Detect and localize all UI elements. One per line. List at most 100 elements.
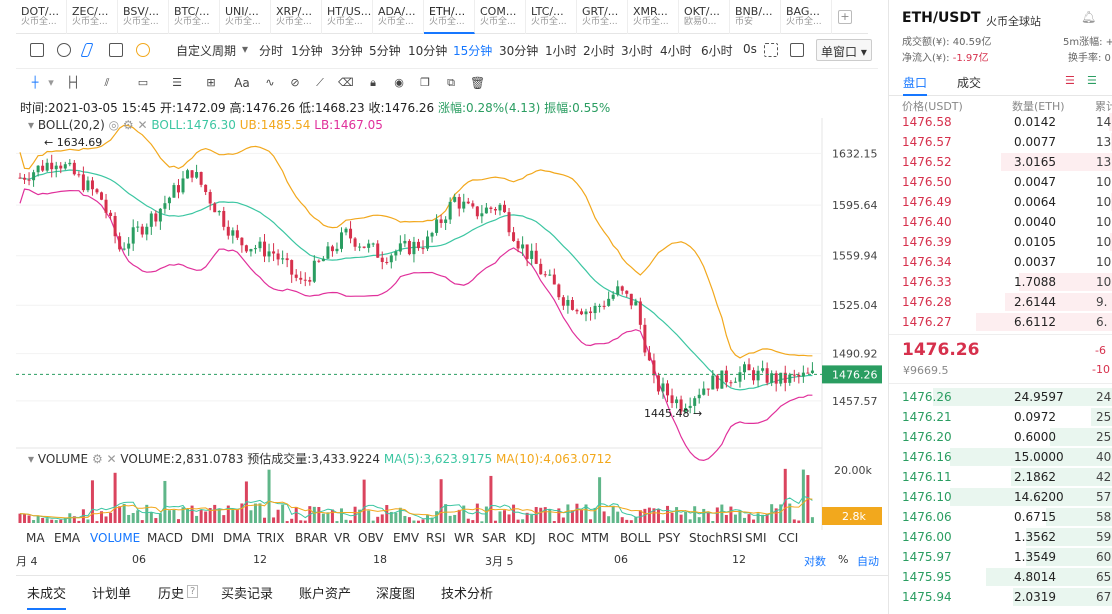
settings-icon[interactable]: ⚙ xyxy=(122,118,134,132)
period-option[interactable]: 1小时 xyxy=(545,44,577,58)
ask-row[interactable]: 1476.27 6.6112 6. xyxy=(889,312,1112,332)
indicator-tab[interactable]: ROC xyxy=(548,531,575,545)
eraser-icon[interactable]: ⌫ xyxy=(338,76,354,89)
crosshair-icon[interactable]: ┼ xyxy=(31,76,39,89)
custom-period-dropdown[interactable]: 自定义周期 xyxy=(176,44,237,58)
bottom-tab[interactable]: 历史 xyxy=(158,587,185,602)
indicator-tab[interactable]: MTM xyxy=(581,531,610,545)
bell-icon[interactable]: 🔔︎ xyxy=(1081,10,1097,24)
indicator-tab[interactable]: PSY xyxy=(658,531,681,545)
help-icon[interactable]: ? xyxy=(187,585,199,598)
ticker-tab[interactable]: BAG... 火币全... xyxy=(781,0,832,34)
ask-row[interactable]: 1476.28 2.6144 9. xyxy=(889,292,1112,312)
indicator-tab[interactable]: KDJ xyxy=(515,531,536,545)
period-option[interactable]: 4小时 xyxy=(660,44,692,58)
indicator-tab[interactable]: MACD xyxy=(147,531,183,545)
ticker-tab[interactable]: BNB/... 币安 xyxy=(730,0,781,34)
period-option[interactable]: 3小时 xyxy=(621,44,653,58)
ticker-tab[interactable]: DOT/... 火币全... xyxy=(16,0,67,34)
pencil-icon[interactable] xyxy=(80,43,94,57)
indicator-tab[interactable]: WR xyxy=(454,531,475,545)
brush-icon[interactable]: ∿ xyxy=(265,76,275,89)
trash-icon[interactable]: 🗑︎ xyxy=(470,76,486,90)
ticker-tab[interactable]: ETH/... 火币全... xyxy=(424,0,475,34)
period-option[interactable]: 5分钟 xyxy=(369,44,401,58)
period-option[interactable]: 30分钟 xyxy=(499,44,539,58)
indicator-tab[interactable]: VOLUME xyxy=(90,531,141,545)
bottom-tab[interactable]: 技术分析 xyxy=(441,587,494,602)
ruler-icon[interactable]: ⟋ xyxy=(316,76,324,89)
period-option[interactable]: 0s xyxy=(743,42,757,56)
close-icon[interactable]: ✕ xyxy=(137,118,148,132)
bottom-tab[interactable]: 计划单 xyxy=(92,587,132,602)
single-window-dropdown[interactable]: 单窗口 ▾ xyxy=(816,39,872,61)
fullscreen-icon[interactable] xyxy=(764,43,778,57)
kline-chart[interactable]: 1632.15 1595.64 1559.94 1525.04 1490.92 1457.… xyxy=(16,118,888,530)
horizontal-line-icon[interactable]: ├┤ xyxy=(66,76,80,89)
bottom-tab[interactable]: 深度图 xyxy=(376,587,416,602)
ticker-tab[interactable]: BSV/... 火币全... xyxy=(118,0,169,34)
add-ticker-button[interactable]: + xyxy=(838,10,852,24)
ticker-tab[interactable]: HT/US... 火币全... xyxy=(322,0,373,34)
ticker-tab[interactable]: COM... 火币全... xyxy=(475,0,526,34)
expand-icon[interactable] xyxy=(790,43,804,57)
scale-control[interactable]: % xyxy=(838,553,849,566)
scale-control[interactable]: 自动 xyxy=(857,555,879,568)
indicator-tab[interactable]: SMI xyxy=(745,531,767,545)
indicator-tab[interactable]: StochRSI xyxy=(689,531,743,545)
rectangle-icon[interactable]: ▭ xyxy=(137,76,149,89)
ticker-tab[interactable]: ADA/... 火币全... xyxy=(373,0,424,34)
text-tool-icon[interactable]: Aa xyxy=(234,76,250,90)
chart-type-icon[interactable] xyxy=(30,43,44,57)
ticker-tab[interactable]: XMR... 火币全... xyxy=(628,0,679,34)
settings-icon[interactable] xyxy=(57,43,71,57)
ticker-tab[interactable]: ZEC/... 火币全... xyxy=(67,0,118,34)
indicator-tab[interactable]: MA xyxy=(26,531,45,545)
layers-icon[interactable]: ⧉ xyxy=(447,76,455,89)
indicator-tab[interactable]: RSI xyxy=(426,531,446,545)
period-option[interactable]: 15分钟 xyxy=(453,44,493,58)
lock-icon[interactable]: 🔒︎ xyxy=(370,76,376,89)
magnet-icon[interactable]: ⊘ xyxy=(290,76,300,89)
ticker-tab[interactable]: GRT/... 火币全... xyxy=(577,0,628,34)
eye-icon[interactable]: ◎ xyxy=(108,118,120,132)
ticker-tab[interactable]: OKT/... 欧易0... xyxy=(679,0,730,34)
ticker-tab[interactable]: XRP/... 火币全... xyxy=(271,0,322,34)
bottom-tab[interactable]: 买卖记录 xyxy=(221,587,274,602)
trendline-icon[interactable]: ⫽ xyxy=(104,76,110,89)
eye-icon[interactable]: ◉ xyxy=(394,76,404,89)
indicator-tab[interactable]: BRAR xyxy=(295,531,328,545)
bottom-tab[interactable]: 未成交 xyxy=(27,583,67,610)
period-option[interactable]: 2小时 xyxy=(583,44,615,58)
indicator-tab[interactable]: VR xyxy=(334,531,351,545)
indicator-tab[interactable]: CCI xyxy=(778,531,799,545)
period-option[interactable]: 10分钟 xyxy=(408,44,448,58)
close-icon[interactable]: ✕ xyxy=(106,452,117,466)
tab-trades[interactable]: 成交 xyxy=(957,76,982,90)
settings-icon[interactable]: ⚙ xyxy=(91,452,103,466)
ticker-tab[interactable]: UNI/... 火币全... xyxy=(220,0,271,34)
indicator-tab[interactable]: DMI xyxy=(191,531,215,545)
book-mode-icon[interactable]: ☰ xyxy=(1087,74,1097,87)
indicator-tab[interactable]: DMA xyxy=(223,531,251,545)
copy-icon[interactable]: ❐ xyxy=(420,76,430,89)
